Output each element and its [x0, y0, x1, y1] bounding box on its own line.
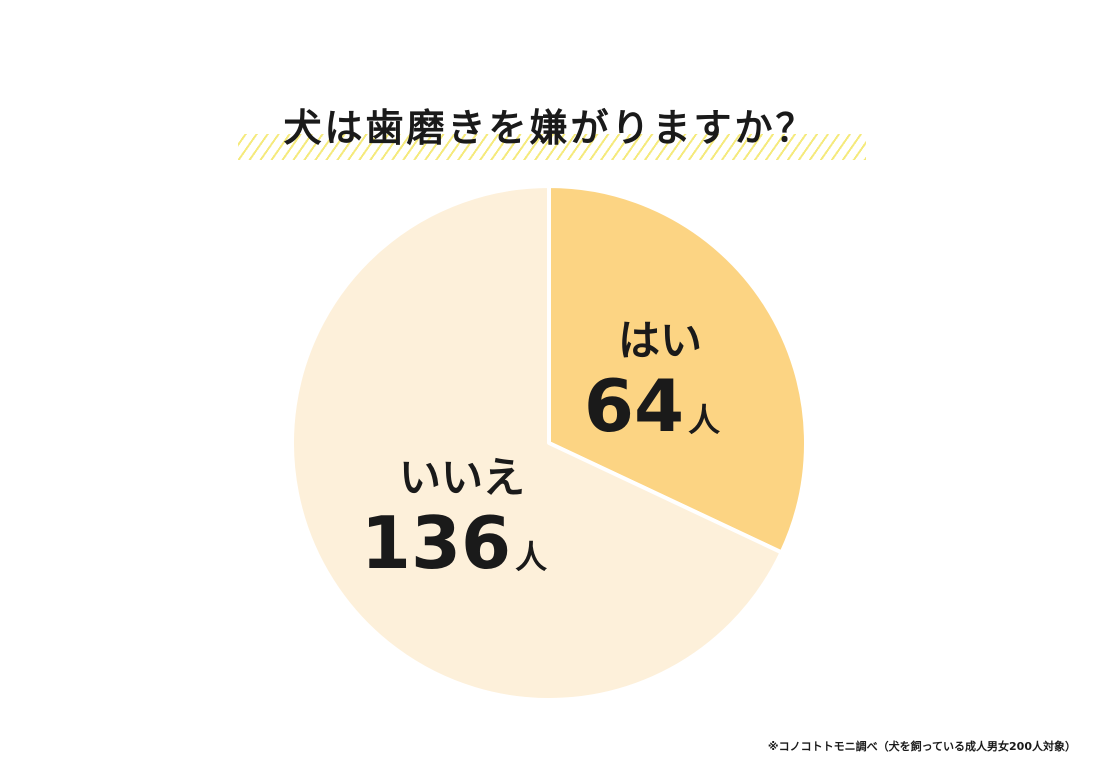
title-highlight-stripes: [238, 134, 866, 160]
slice-value-yes: 64 人: [584, 364, 720, 448]
slice-value-unit-yes: 人: [688, 401, 720, 439]
slice-value-no: 136 人: [361, 501, 547, 585]
slice-value-number-no: 136: [361, 501, 511, 585]
title-area: 犬は歯磨きを嫌がりますか？: [0, 96, 1100, 176]
pie-slice-yes: [547, 184, 808, 555]
pie-slices: [290, 184, 808, 702]
slice-label-yes: はい: [618, 316, 702, 365]
source-footnote: ※コノコトトモニ調べ（犬を飼っている成人男女200人対象）: [767, 740, 1076, 753]
pie-slice-no: [290, 184, 784, 702]
slice-value-number-yes: 64: [584, 364, 684, 448]
slice-value-unit-no: 人: [515, 538, 547, 576]
chart-title: 犬は歯磨きを嫌がりますか？: [283, 106, 817, 150]
slice-label-no: いいえ: [399, 453, 525, 502]
